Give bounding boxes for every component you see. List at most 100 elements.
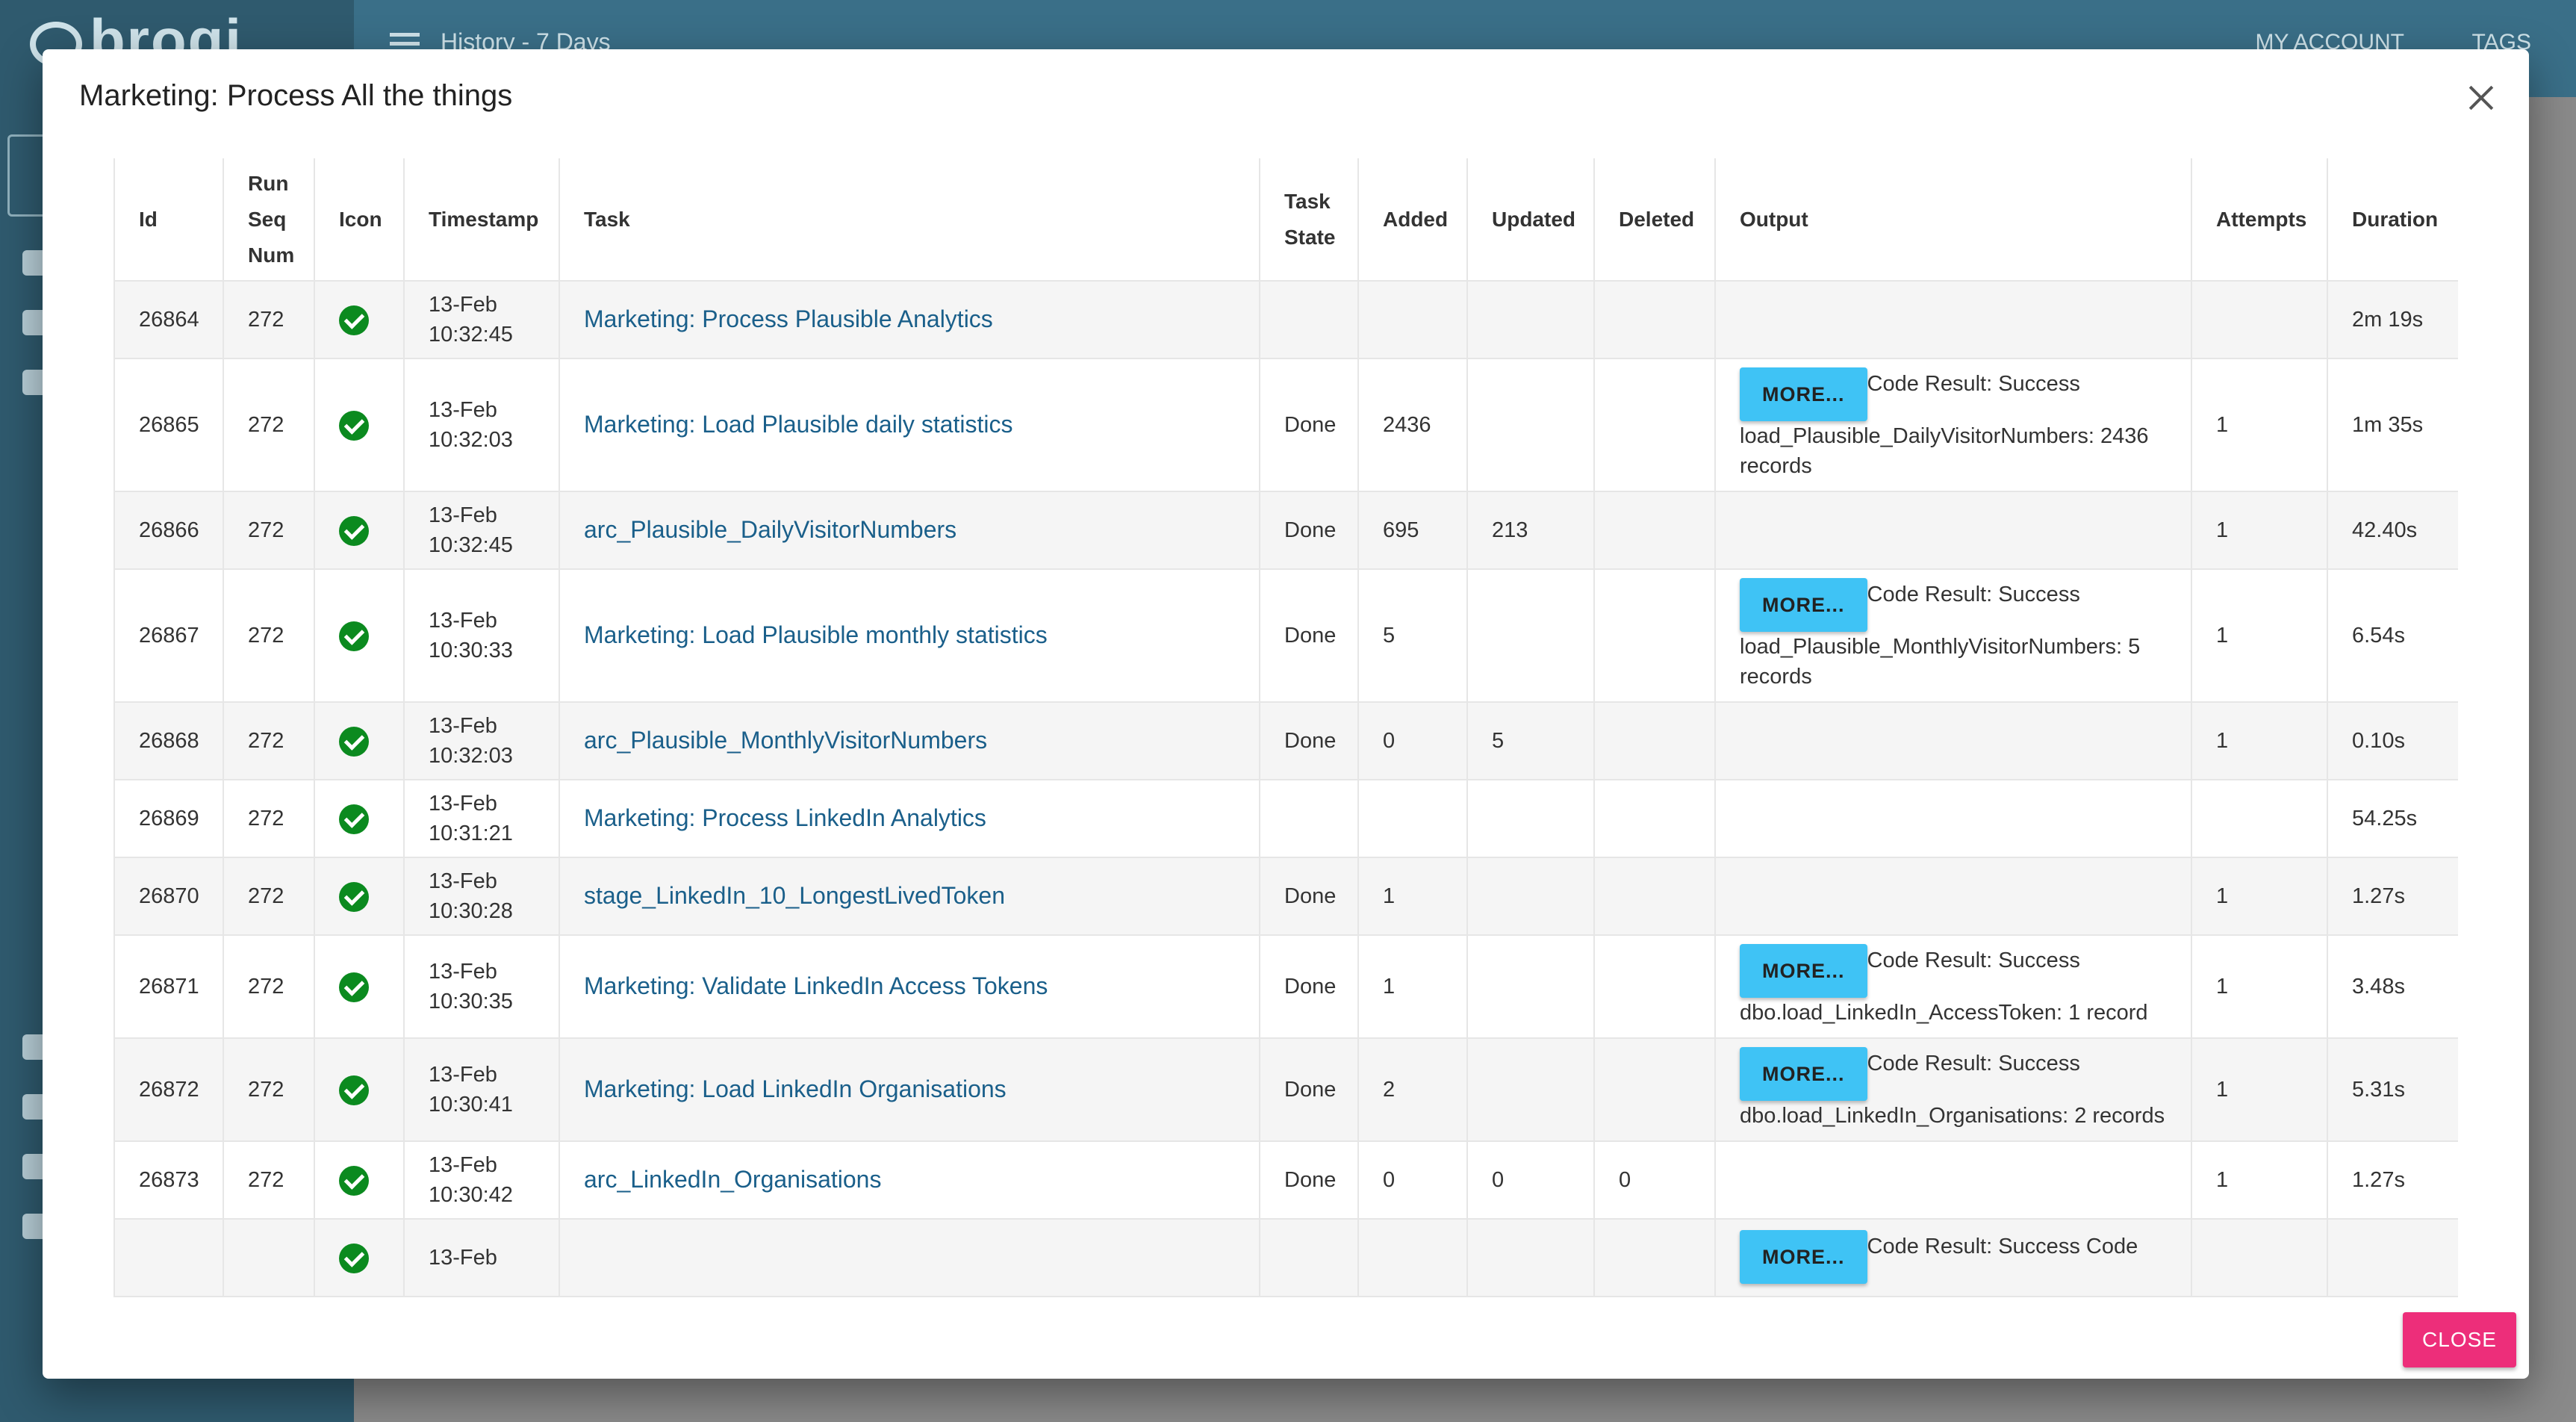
cell-timestamp: 13-Feb <box>403 1218 560 1297</box>
cell-updated <box>1466 568 1595 703</box>
timestamp-time: 10:30:42 <box>429 1183 513 1207</box>
dialog-title: Marketing: Process All the things <box>79 79 513 112</box>
timestamp-time: 10:32:45 <box>429 533 513 557</box>
cell-id: 26868 <box>113 701 224 780</box>
timestamp-time: 10:31:21 <box>429 822 513 845</box>
column-header-added[interactable]: Added <box>1357 158 1468 281</box>
cell-output <box>1714 701 2192 780</box>
column-header-updated[interactable]: Updated <box>1466 158 1595 281</box>
cell-task: arc_Plausible_DailyVisitorNumbers <box>559 491 1260 570</box>
cell-run-seq-num: 272 <box>223 857 315 936</box>
timestamp-date: 13-Feb <box>429 1246 497 1270</box>
success-check-icon <box>339 1165 369 1196</box>
cell-duration: 1.27s <box>2327 1140 2458 1220</box>
task-link[interactable]: arc_LinkedIn_Organisations <box>584 1166 882 1193</box>
task-link[interactable]: Marketing: Load Plausible daily statisti… <box>584 411 1013 438</box>
cell-output <box>1714 779 2192 858</box>
cell-attempts-text: 1 <box>2216 884 2229 908</box>
cell-id: 26864 <box>113 280 224 359</box>
column-header-deleted[interactable]: Deleted <box>1593 158 1716 281</box>
cell-duration-text: 1.27s <box>2352 1168 2405 1192</box>
cell-run-seq-num-text: 272 <box>248 975 284 999</box>
cell-attempts-text: 1 <box>2216 1168 2229 1192</box>
task-link[interactable]: arc_Plausible_MonthlyVisitorNumbers <box>584 727 988 754</box>
cell-updated: 0 <box>1466 1140 1595 1220</box>
more-button[interactable]: MORE... <box>1740 1047 1867 1101</box>
cell-timestamp: 13-Feb 10:32:03 <box>403 358 560 492</box>
task-link[interactable]: arc_Plausible_DailyVisitorNumbers <box>584 516 957 543</box>
cell-duration-text: 0.10s <box>2352 729 2405 753</box>
cell-icon <box>314 1218 405 1297</box>
task-link[interactable]: Marketing: Load LinkedIn Organisations <box>584 1075 1007 1102</box>
cell-output: MORE... Code Result: Success dbo.load_Lin… <box>1714 934 2192 1039</box>
cell-duration: 2m 19s <box>2327 280 2458 359</box>
cell-duration <box>2327 1218 2458 1297</box>
column-header-output[interactable]: Output <box>1714 158 2192 281</box>
column-header-duration[interactable]: Duration <box>2327 158 2458 281</box>
task-link[interactable]: stage_LinkedIn_10_LongestLivedToken <box>584 882 1006 909</box>
task-link[interactable]: Marketing: Validate LinkedIn Access Toke… <box>584 972 1048 999</box>
cell-duration: 6.54s <box>2327 568 2458 703</box>
cell-run-seq-num-text: 272 <box>248 729 284 753</box>
cell-timestamp: 13-Feb 10:30:35 <box>403 934 560 1039</box>
task-table-container[interactable]: Id Run Seq Num Icon Timestamp Task Task … <box>113 158 2458 1338</box>
table-row: 26873 272 13-Feb 10:30:42 arc_LinkedIn_Organ… <box>113 1140 2458 1220</box>
cell-icon <box>314 701 405 780</box>
task-link[interactable]: Marketing: Process LinkedIn Analytics <box>584 804 986 831</box>
column-header-task-state[interactable]: Task State <box>1259 158 1359 281</box>
cell-icon <box>314 779 405 858</box>
column-header-id[interactable]: Id <box>113 158 224 281</box>
cell-attempts: 1 <box>2191 491 2328 570</box>
cell-timestamp: 13-Feb 10:30:33 <box>403 568 560 703</box>
cell-deleted <box>1593 1037 1716 1142</box>
more-button[interactable]: MORE... <box>1740 578 1867 632</box>
cell-deleted <box>1593 491 1716 570</box>
task-table: Id Run Seq Num Icon Timestamp Task Task … <box>113 158 2458 1297</box>
timestamp-date: 13-Feb <box>429 1063 497 1087</box>
cell-attempts: 1 <box>2191 1037 2328 1142</box>
cell-task-state <box>1259 779 1359 858</box>
column-header-icon[interactable]: Icon <box>314 158 405 281</box>
cell-icon <box>314 280 405 359</box>
cell-output <box>1714 491 2192 570</box>
cell-deleted-text: 0 <box>1619 1168 1631 1192</box>
cell-task-state-text: Done <box>1284 1168 1337 1192</box>
close-icon[interactable] <box>2462 79 2499 117</box>
column-header-attempts[interactable]: Attempts <box>2191 158 2328 281</box>
cell-task-state-text: Done <box>1284 884 1337 908</box>
task-link[interactable]: Marketing: Process Plausible Analytics <box>584 305 993 332</box>
cell-output: MORE... Code Result: Success load_Plausib… <box>1714 568 2192 703</box>
success-check-icon <box>339 1075 369 1105</box>
cell-timestamp: 13-Feb 10:31:21 <box>403 779 560 858</box>
cell-added: 0 <box>1357 701 1468 780</box>
cell-attempts-text: 1 <box>2216 413 2229 437</box>
more-button[interactable]: MORE... <box>1740 1230 1867 1284</box>
task-link[interactable]: Marketing: Load Plausible monthly statis… <box>584 621 1048 648</box>
cell-added: 695 <box>1357 491 1468 570</box>
more-button[interactable]: MORE... <box>1740 944 1867 998</box>
task-run-dialog: Marketing: Process All the things Id Run… <box>43 49 2529 1379</box>
table-row: 26872 272 13-Feb 10:30:41 Marketing: Load Li… <box>113 1037 2458 1142</box>
cell-attempts-text: 1 <box>2216 624 2229 648</box>
cell-task: Marketing: Process LinkedIn Analytics <box>559 779 1260 858</box>
cell-deleted: 0 <box>1593 1140 1716 1220</box>
cell-duration-text: 5.31s <box>2352 1078 2405 1102</box>
more-button[interactable]: MORE... <box>1740 367 1867 421</box>
cell-updated <box>1466 779 1595 858</box>
cell-icon <box>314 1140 405 1220</box>
timestamp-date: 13-Feb <box>429 609 497 633</box>
cell-updated <box>1466 1218 1595 1297</box>
cell-timestamp: 13-Feb 10:30:42 <box>403 1140 560 1220</box>
table-row: 26865 272 13-Feb 10:32:03 Marketing: Load Pl… <box>113 358 2458 492</box>
close-button[interactable]: CLOSE <box>2403 1312 2516 1367</box>
cell-run-seq-num-text: 272 <box>248 1168 284 1192</box>
cell-timestamp: 13-Feb 10:32:45 <box>403 280 560 359</box>
cell-task-state-text: Done <box>1284 729 1337 753</box>
timestamp-date: 13-Feb <box>429 1153 497 1177</box>
column-header-run-seq-num[interactable]: Run Seq Num <box>223 158 315 281</box>
column-header-task[interactable]: Task <box>559 158 1260 281</box>
cell-deleted <box>1593 1218 1716 1297</box>
cell-updated-text: 5 <box>1492 729 1505 753</box>
timestamp-date: 13-Feb <box>429 293 497 317</box>
column-header-timestamp[interactable]: Timestamp <box>403 158 560 281</box>
